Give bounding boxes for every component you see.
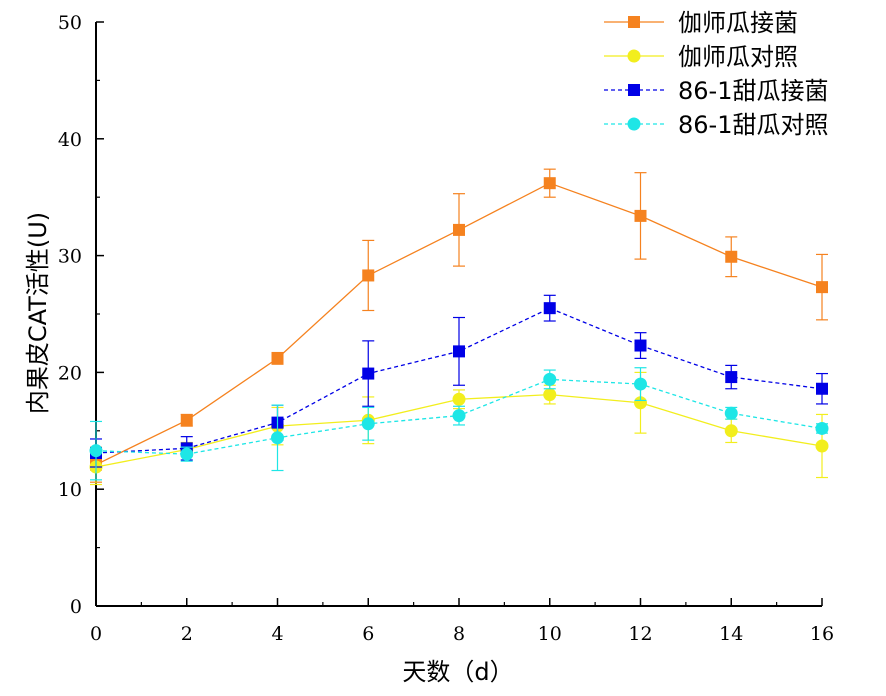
series-layer: [89, 168, 829, 486]
data-point: [815, 439, 829, 453]
data-point: [452, 392, 466, 406]
data-point: [724, 406, 738, 420]
x-tick-label: 8: [453, 623, 465, 645]
legend-marker: [628, 16, 640, 28]
data-point: [452, 409, 466, 423]
y-tick-label: 50: [58, 12, 82, 34]
data-point: [634, 209, 647, 222]
legend-label: 86-1甜瓜对照: [678, 111, 828, 139]
data-point: [180, 414, 193, 427]
legend-label: 86-1甜瓜接菌: [678, 77, 828, 105]
data-point: [543, 177, 556, 190]
legend-label: 伽师瓜对照: [678, 43, 798, 71]
x-tick-label: 6: [362, 623, 374, 645]
y-tick-label: 30: [58, 246, 82, 268]
data-point: [271, 352, 284, 365]
legend-marker: [627, 117, 641, 131]
data-point: [362, 269, 375, 282]
series-2: [89, 371, 829, 486]
data-point: [634, 396, 647, 410]
axes: 0 2 4 6 8 10 12 14 16 0 10 20 30 40 50: [58, 12, 834, 645]
x-tick-label: 2: [181, 623, 193, 645]
data-point: [816, 281, 828, 294]
x-tick-label: 10: [538, 623, 562, 645]
data-point: [634, 339, 647, 352]
y-tick-label: 10: [58, 479, 82, 501]
data-point: [453, 345, 465, 358]
legend-item-2: 伽师瓜对照: [604, 43, 798, 71]
x-tick-label: 14: [719, 623, 743, 645]
x-tick-label: 12: [628, 623, 652, 645]
legend-item-1: 伽师瓜接菌: [604, 9, 798, 37]
x-tick-label: 0: [90, 623, 102, 645]
data-point: [816, 382, 828, 395]
data-point: [634, 377, 647, 391]
legend-marker: [628, 84, 640, 96]
y-tick-label: 40: [58, 129, 82, 151]
data-point: [271, 431, 284, 445]
series-3: [90, 294, 828, 468]
data-point: [724, 424, 738, 438]
data-point: [361, 417, 375, 431]
data-point: [89, 444, 103, 458]
y-tick-label: 20: [58, 362, 82, 384]
y-axis-title: 内果皮CAT活性(U): [24, 212, 52, 414]
x-tick-label: 4: [271, 623, 283, 645]
data-point: [543, 372, 557, 386]
legend-label: 伽师瓜接菌: [678, 9, 798, 37]
legend-item-3: 86-1甜瓜接菌: [604, 77, 828, 105]
x-axis-title: 天数（d）: [402, 658, 513, 686]
data-point: [180, 447, 194, 461]
data-point: [725, 371, 738, 384]
legend-item-4: 86-1甜瓜对照: [604, 111, 828, 139]
data-point: [725, 250, 738, 263]
legend-marker: [627, 49, 641, 63]
data-point: [453, 223, 465, 236]
y-tick-label: 0: [70, 596, 82, 618]
data-point: [543, 388, 557, 402]
series-4: [89, 367, 829, 481]
series-1: [90, 168, 828, 483]
data-point: [543, 302, 556, 315]
x-tick-label: 16: [810, 623, 834, 645]
data-point: [815, 421, 829, 435]
data-point: [362, 367, 375, 380]
